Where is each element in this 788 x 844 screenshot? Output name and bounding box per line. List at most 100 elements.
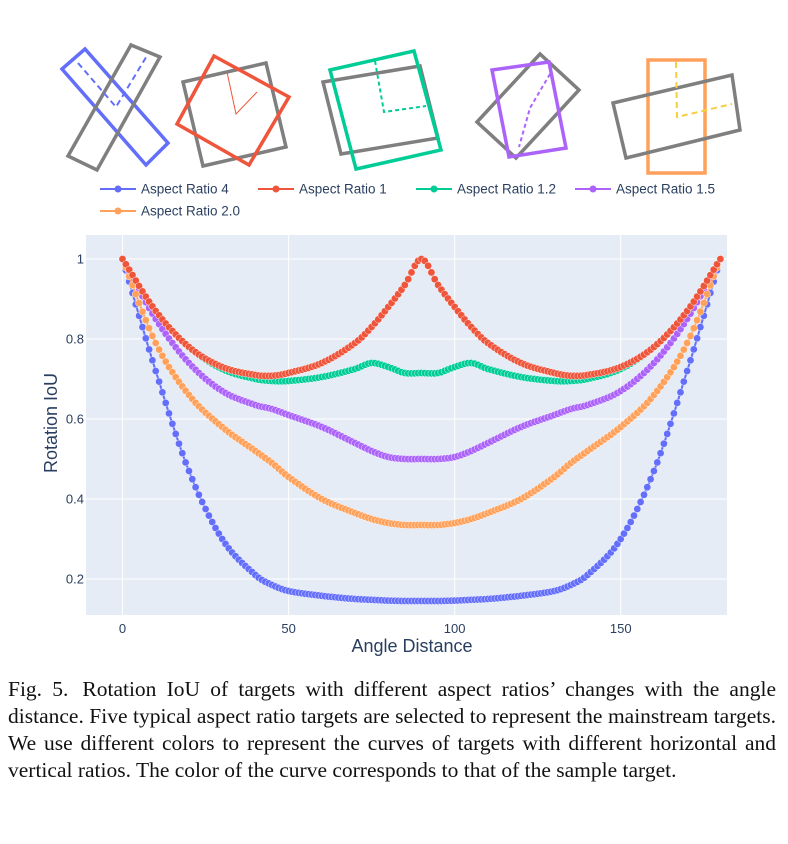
data-point [178, 449, 187, 458]
data-point [686, 356, 695, 365]
legend-marker [430, 185, 438, 193]
data-point [161, 399, 170, 407]
y-axis-title: Rotation IoU [41, 373, 61, 473]
figure: Aspect Ratio 4 Aspect Ratio 1 Aspect Ratio… [41, 42, 742, 656]
caption-text: Rotation IoU of targets with different a… [8, 677, 776, 782]
data-point [686, 332, 695, 340]
legend-item: Aspect Ratio 1 [258, 182, 387, 197]
legend-marker [589, 185, 597, 193]
data-point [148, 356, 157, 365]
data-point [165, 409, 173, 418]
figure-caption: Fig. 5. Rotation IoU of targets with diff… [8, 676, 776, 784]
data-point [168, 419, 177, 428]
data-point [643, 483, 652, 492]
data-point [690, 345, 698, 354]
data-point [633, 505, 642, 513]
data-point [155, 345, 163, 354]
legend-item: Aspect Ratio 4 [100, 182, 229, 197]
data-point [141, 334, 150, 343]
y-tick-label: 0.8 [66, 332, 84, 347]
data-point [680, 345, 688, 354]
x-axis-title: Angle Distance [351, 636, 472, 656]
data-point [427, 268, 436, 277]
data-point [214, 529, 223, 538]
data-point [676, 351, 685, 360]
data-point [155, 377, 163, 386]
data-point [118, 255, 127, 263]
data-point [693, 316, 701, 325]
chart-series [118, 255, 725, 605]
data-point [175, 439, 183, 448]
sample-targets [59, 42, 742, 175]
data-point [656, 449, 665, 458]
plot-background [86, 235, 727, 615]
legend-label: Aspect Ratio 1.5 [616, 182, 715, 197]
data-point [673, 399, 682, 407]
data-point [683, 367, 691, 375]
x-tick-label: 150 [610, 621, 632, 636]
data-point [670, 363, 678, 371]
data-point [680, 377, 688, 386]
data-point [148, 332, 157, 340]
data-point [653, 458, 662, 467]
data-point [145, 345, 153, 354]
data-point [673, 357, 682, 366]
data-point [690, 324, 698, 333]
y-tick-label: 0.6 [66, 412, 84, 427]
data-point [138, 307, 147, 316]
legend-label: Aspect Ratio 1.2 [457, 182, 556, 197]
data-point [703, 290, 711, 298]
y-tick-label: 0.4 [66, 492, 84, 507]
legend-item: Aspect Ratio 2.0 [100, 204, 240, 219]
data-point [716, 255, 725, 263]
data-point [158, 351, 167, 360]
x-tick-label: 0 [119, 621, 126, 636]
data-point [181, 458, 190, 467]
data-point [646, 475, 655, 484]
data-point [424, 261, 432, 270]
data-point [208, 518, 216, 526]
data-point [630, 511, 638, 520]
data-point [693, 334, 701, 343]
legend-label: Aspect Ratio 2.0 [141, 204, 240, 219]
data-point [640, 490, 648, 499]
sample-target-ar12-icon [320, 48, 444, 172]
x-tick-labels: 0 50 100 150 [119, 621, 632, 636]
data-point [135, 282, 143, 290]
sample-target-ar15-icon [474, 51, 582, 161]
data-point [145, 324, 153, 333]
data-point [696, 287, 705, 296]
legend-marker [272, 185, 280, 193]
data-point [161, 357, 170, 366]
legend: Aspect Ratio 4 Aspect Ratio 1 Aspect Ratio… [100, 182, 715, 219]
data-point [138, 323, 147, 331]
data-point [696, 323, 705, 331]
legend-item: Aspect Ratio 1.5 [575, 182, 715, 197]
data-point [188, 475, 197, 484]
data-point [676, 388, 685, 397]
legend-item: Aspect Ratio 1.2 [416, 182, 556, 197]
data-point [670, 409, 678, 418]
data-point [626, 518, 635, 526]
data-point [171, 430, 180, 438]
data-point [400, 281, 409, 289]
data-point [151, 339, 160, 347]
sample-target-ar4-icon [59, 42, 171, 173]
data-point [151, 367, 160, 375]
data-point [141, 316, 150, 325]
y-tick-label: 0.2 [66, 572, 84, 587]
data-point [660, 439, 668, 448]
data-point [191, 483, 200, 492]
legend-marker [114, 185, 122, 193]
data-point [430, 275, 439, 284]
data-point [185, 467, 193, 475]
grid [86, 235, 727, 615]
data-point [135, 299, 143, 307]
data-point [703, 276, 711, 285]
y-tick-labels: 0.2 0.4 0.6 0.8 1 [66, 252, 84, 587]
caption-label: Fig. 5. [8, 677, 69, 701]
x-tick-label: 50 [281, 621, 295, 636]
series-aspect-ratio-2-0 [118, 255, 725, 529]
data-point [663, 430, 672, 438]
data-point [696, 307, 705, 316]
